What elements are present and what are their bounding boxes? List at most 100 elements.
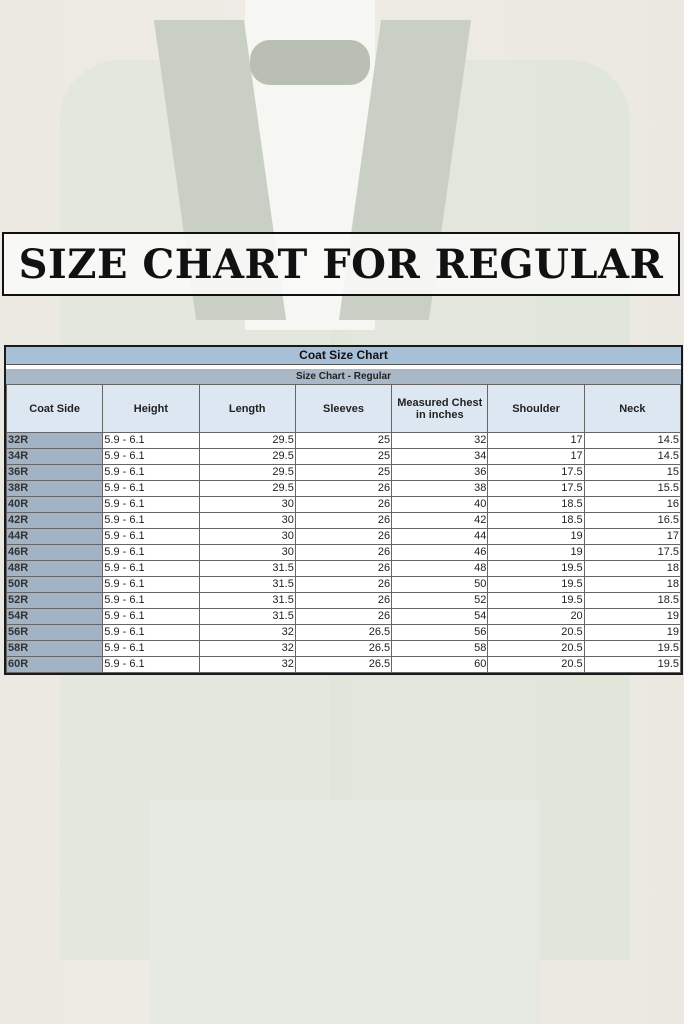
value-cell: 17 bbox=[487, 432, 585, 449]
size-cell: 36R bbox=[5, 464, 104, 481]
value-cell: 17 bbox=[487, 448, 585, 465]
value-cell: 26 bbox=[294, 480, 393, 497]
value-cell: 19 bbox=[583, 608, 682, 625]
column-header: Coat Side bbox=[5, 384, 104, 433]
value-cell: 50 bbox=[391, 576, 489, 593]
value-cell: 26 bbox=[294, 608, 393, 625]
caption-spacer bbox=[6, 365, 681, 369]
value-cell: 20.5 bbox=[487, 624, 585, 641]
value-cell: 19.5 bbox=[583, 656, 682, 673]
size-cell: 44R bbox=[5, 528, 104, 545]
value-cell: 31.5 bbox=[198, 576, 296, 593]
table-row: 38R 5.9 - 6.1 29.5 26 38 17.5 15.5 bbox=[5, 480, 682, 497]
value-cell: 19.5 bbox=[487, 576, 585, 593]
table-subcaption: Size Chart - Regular bbox=[6, 369, 681, 384]
value-cell: 25 bbox=[294, 448, 393, 465]
value-cell: 26 bbox=[294, 496, 393, 513]
table-row: 42R 5.9 - 6.1 30 26 42 18.5 16.5 bbox=[5, 512, 682, 529]
table-body: 32R 5.9 - 6.1 29.5 25 32 17 14.5 34R 5.9 - 6.1 29… bbox=[5, 432, 682, 673]
size-cell: 54R bbox=[5, 608, 104, 625]
value-cell: 34 bbox=[391, 448, 489, 465]
value-cell: 5.9 - 6.1 bbox=[102, 560, 200, 577]
table-row: 52R 5.9 - 6.1 31.5 26 52 19.5 18.5 bbox=[5, 592, 682, 609]
column-header: Shoulder bbox=[487, 384, 585, 433]
table-row: 40R 5.9 - 6.1 30 26 40 18.5 16 bbox=[5, 496, 682, 513]
value-cell: 25 bbox=[294, 432, 393, 449]
value-cell: 5.9 - 6.1 bbox=[102, 640, 200, 657]
value-cell: 5.9 - 6.1 bbox=[102, 448, 200, 465]
table-row: 56R 5.9 - 6.1 32 26.5 56 20.5 19 bbox=[5, 624, 682, 641]
value-cell: 25 bbox=[294, 464, 393, 481]
value-cell: 19.5 bbox=[583, 640, 682, 657]
value-cell: 56 bbox=[391, 624, 489, 641]
value-cell: 19 bbox=[487, 528, 585, 545]
table-row: 48R 5.9 - 6.1 31.5 26 48 19.5 18 bbox=[5, 560, 682, 577]
value-cell: 5.9 - 6.1 bbox=[102, 608, 200, 625]
value-cell: 20 bbox=[487, 608, 585, 625]
value-cell: 5.9 - 6.1 bbox=[102, 432, 200, 449]
value-cell: 29.5 bbox=[198, 464, 296, 481]
value-cell: 30 bbox=[198, 544, 296, 561]
size-cell: 40R bbox=[5, 496, 104, 513]
background-photo-trousers bbox=[150, 800, 540, 1024]
value-cell: 26 bbox=[294, 560, 393, 577]
value-cell: 5.9 - 6.1 bbox=[102, 624, 200, 641]
value-cell: 31.5 bbox=[198, 608, 296, 625]
value-cell: 30 bbox=[198, 512, 296, 529]
value-cell: 40 bbox=[391, 496, 489, 513]
value-cell: 5.9 - 6.1 bbox=[102, 512, 200, 529]
value-cell: 30 bbox=[198, 528, 296, 545]
column-header: Sleeves bbox=[294, 384, 393, 433]
value-cell: 29.5 bbox=[198, 448, 296, 465]
value-cell: 20.5 bbox=[487, 656, 585, 673]
table-row: 54R 5.9 - 6.1 31.5 26 54 20 19 bbox=[5, 608, 682, 625]
value-cell: 18 bbox=[583, 576, 682, 593]
value-cell: 52 bbox=[391, 592, 489, 609]
title-banner: SIZE CHART FOR REGULAR bbox=[2, 232, 680, 296]
value-cell: 17 bbox=[583, 528, 682, 545]
size-table: Coat Side Height Length Sleeves Measured Che… bbox=[5, 384, 682, 673]
value-cell: 5.9 - 6.1 bbox=[102, 528, 200, 545]
table-row: 32R 5.9 - 6.1 29.5 25 32 17 14.5 bbox=[5, 432, 682, 449]
table-row: 36R 5.9 - 6.1 29.5 25 36 17.5 15 bbox=[5, 464, 682, 481]
value-cell: 46 bbox=[391, 544, 489, 561]
value-cell: 26.5 bbox=[294, 640, 393, 657]
value-cell: 5.9 - 6.1 bbox=[102, 464, 200, 481]
column-header: Length bbox=[198, 384, 296, 433]
value-cell: 20.5 bbox=[487, 640, 585, 657]
value-cell: 18.5 bbox=[583, 592, 682, 609]
table-row: 60R 5.9 - 6.1 32 26.5 60 20.5 19.5 bbox=[5, 656, 682, 673]
column-header: Height bbox=[102, 384, 200, 433]
value-cell: 48 bbox=[391, 560, 489, 577]
table-row: 50R 5.9 - 6.1 31.5 26 50 19.5 18 bbox=[5, 576, 682, 593]
value-cell: 18.5 bbox=[487, 496, 585, 513]
value-cell: 26 bbox=[294, 528, 393, 545]
value-cell: 58 bbox=[391, 640, 489, 657]
table-row: 34R 5.9 - 6.1 29.5 25 34 17 14.5 bbox=[5, 448, 682, 465]
value-cell: 15 bbox=[583, 464, 682, 481]
value-cell: 5.9 - 6.1 bbox=[102, 592, 200, 609]
value-cell: 19 bbox=[583, 624, 682, 641]
value-cell: 18 bbox=[583, 560, 682, 577]
value-cell: 5.9 - 6.1 bbox=[102, 544, 200, 561]
value-cell: 17.5 bbox=[487, 464, 585, 481]
value-cell: 32 bbox=[198, 624, 296, 641]
column-header: Measured Chest in inches bbox=[391, 384, 489, 433]
value-cell: 26.5 bbox=[294, 656, 393, 673]
size-cell: 50R bbox=[5, 576, 104, 593]
value-cell: 60 bbox=[391, 656, 489, 673]
value-cell: 18.5 bbox=[487, 512, 585, 529]
value-cell: 19 bbox=[487, 544, 585, 561]
size-cell: 42R bbox=[5, 512, 104, 529]
size-chart-table: Coat Size Chart Size Chart - Regular Coa… bbox=[4, 345, 683, 675]
size-cell: 34R bbox=[5, 448, 104, 465]
value-cell: 32 bbox=[391, 432, 489, 449]
table-caption: Coat Size Chart bbox=[6, 347, 681, 365]
value-cell: 5.9 - 6.1 bbox=[102, 576, 200, 593]
size-cell: 52R bbox=[5, 592, 104, 609]
value-cell: 16 bbox=[583, 496, 682, 513]
value-cell: 5.9 - 6.1 bbox=[102, 656, 200, 673]
value-cell: 32 bbox=[198, 656, 296, 673]
value-cell: 26 bbox=[294, 592, 393, 609]
size-cell: 58R bbox=[5, 640, 104, 657]
